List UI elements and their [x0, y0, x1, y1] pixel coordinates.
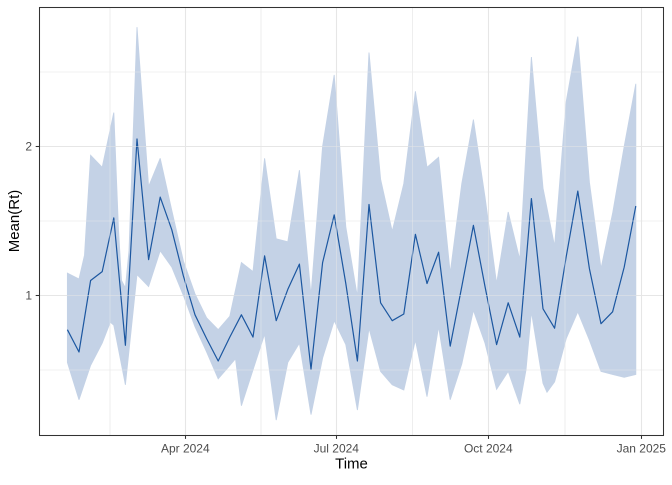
svg-text:Jan 2025: Jan 2025: [617, 442, 667, 456]
svg-text:Oct 2024: Oct 2024: [464, 442, 513, 456]
svg-text:Mean(Rt): Mean(Rt): [6, 190, 23, 253]
svg-text:2: 2: [25, 140, 32, 154]
svg-text:Apr 2024: Apr 2024: [161, 442, 210, 456]
svg-text:Jul 2024: Jul 2024: [314, 442, 360, 456]
svg-text:1: 1: [25, 289, 32, 303]
svg-text:Time: Time: [335, 456, 368, 473]
